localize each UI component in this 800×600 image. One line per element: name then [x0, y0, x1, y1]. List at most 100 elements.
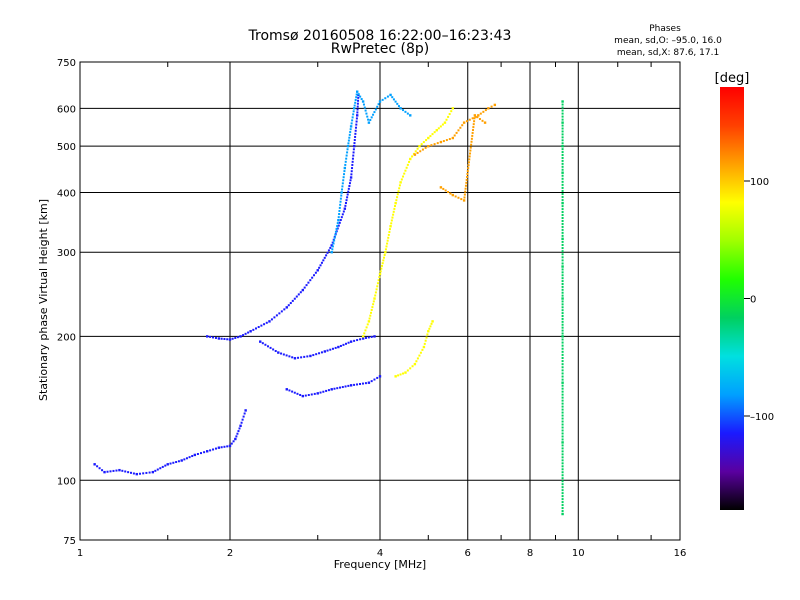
data-point: [561, 285, 564, 288]
data-point: [247, 331, 250, 334]
data-point: [471, 117, 474, 120]
data-point: [561, 162, 564, 165]
data-point: [217, 446, 221, 449]
data-point: [394, 100, 397, 103]
data-point: [469, 146, 472, 149]
data-point: [561, 495, 564, 498]
data-point: [389, 225, 392, 228]
data-point: [244, 409, 247, 412]
data-point: [351, 157, 354, 160]
data-point: [364, 329, 367, 332]
data-point: [561, 320, 564, 323]
data-point: [445, 118, 448, 121]
data-point: [561, 323, 564, 326]
data-point: [469, 149, 472, 152]
data-point: [561, 390, 564, 393]
data-point: [354, 135, 357, 138]
data-point: [257, 326, 260, 329]
data-point: [561, 139, 564, 142]
data-point: [307, 394, 310, 397]
data-point: [341, 182, 344, 185]
data-point: [433, 131, 436, 134]
data-point: [349, 176, 353, 179]
data-point: [561, 375, 564, 378]
data-point: [469, 152, 472, 155]
data-point: [346, 148, 349, 151]
data-point: [343, 207, 347, 210]
data-point: [561, 363, 564, 366]
data-point: [336, 227, 339, 230]
data-point: [356, 102, 359, 105]
data-points: [93, 90, 564, 516]
data-point: [561, 130, 564, 133]
data-point: [421, 148, 424, 151]
data-point: [355, 90, 359, 93]
data-point: [406, 163, 409, 166]
data-point: [209, 335, 212, 338]
data-point: [403, 172, 406, 175]
data-point: [142, 472, 145, 475]
data-point: [327, 249, 330, 252]
data-point: [442, 187, 445, 190]
data-point: [561, 399, 564, 402]
data-point: [422, 141, 425, 144]
data-point: [436, 142, 439, 145]
data-point: [478, 118, 481, 121]
data-point: [396, 193, 399, 196]
y-tick-label: 750: [57, 58, 76, 69]
data-point: [138, 472, 141, 475]
colorbar-label: [deg]: [715, 71, 750, 86]
data-point: [361, 382, 364, 385]
x-tick-label: 4: [377, 548, 383, 559]
data-point: [374, 108, 377, 111]
data-point: [297, 293, 300, 296]
data-point: [285, 354, 288, 357]
data-point: [235, 435, 238, 438]
data-point: [393, 207, 396, 210]
data-point: [339, 203, 342, 206]
data-point: [561, 462, 564, 465]
data-point: [345, 154, 348, 157]
data-point: [459, 126, 462, 129]
colorbar: [deg] 100 0 –100: [715, 71, 774, 510]
data-point: [453, 134, 456, 137]
data-point: [561, 405, 564, 408]
data-point: [561, 483, 564, 486]
data-point: [429, 325, 432, 328]
data-point: [561, 423, 564, 426]
data-point: [334, 233, 337, 236]
data-point: [561, 297, 564, 300]
data-point: [291, 299, 294, 302]
data-point: [349, 179, 352, 182]
data-point: [283, 308, 286, 311]
data-point: [561, 468, 564, 471]
data-point: [561, 369, 564, 372]
data-point: [306, 355, 309, 358]
data-point: [121, 469, 124, 472]
data-point: [377, 103, 380, 106]
data-point: [470, 137, 473, 140]
data-point: [561, 441, 564, 444]
data-point: [395, 199, 398, 202]
data-point: [561, 177, 564, 180]
data-point: [295, 295, 298, 298]
data-point: [561, 274, 564, 277]
data-point: [561, 384, 564, 387]
data-point: [561, 393, 564, 396]
data-point: [561, 247, 564, 250]
data-point: [345, 342, 348, 345]
data-point: [561, 417, 564, 420]
data-point: [376, 282, 379, 285]
data-point: [561, 268, 564, 271]
data-point: [309, 279, 312, 282]
data-point: [482, 110, 485, 113]
data-point: [431, 133, 434, 136]
data-point: [93, 463, 96, 466]
data-point: [354, 101, 357, 104]
data-point: [356, 111, 359, 114]
data-point: [465, 120, 468, 123]
data-point: [396, 196, 399, 199]
data-point: [372, 303, 375, 306]
data-point: [278, 312, 281, 315]
data-point: [98, 467, 101, 470]
